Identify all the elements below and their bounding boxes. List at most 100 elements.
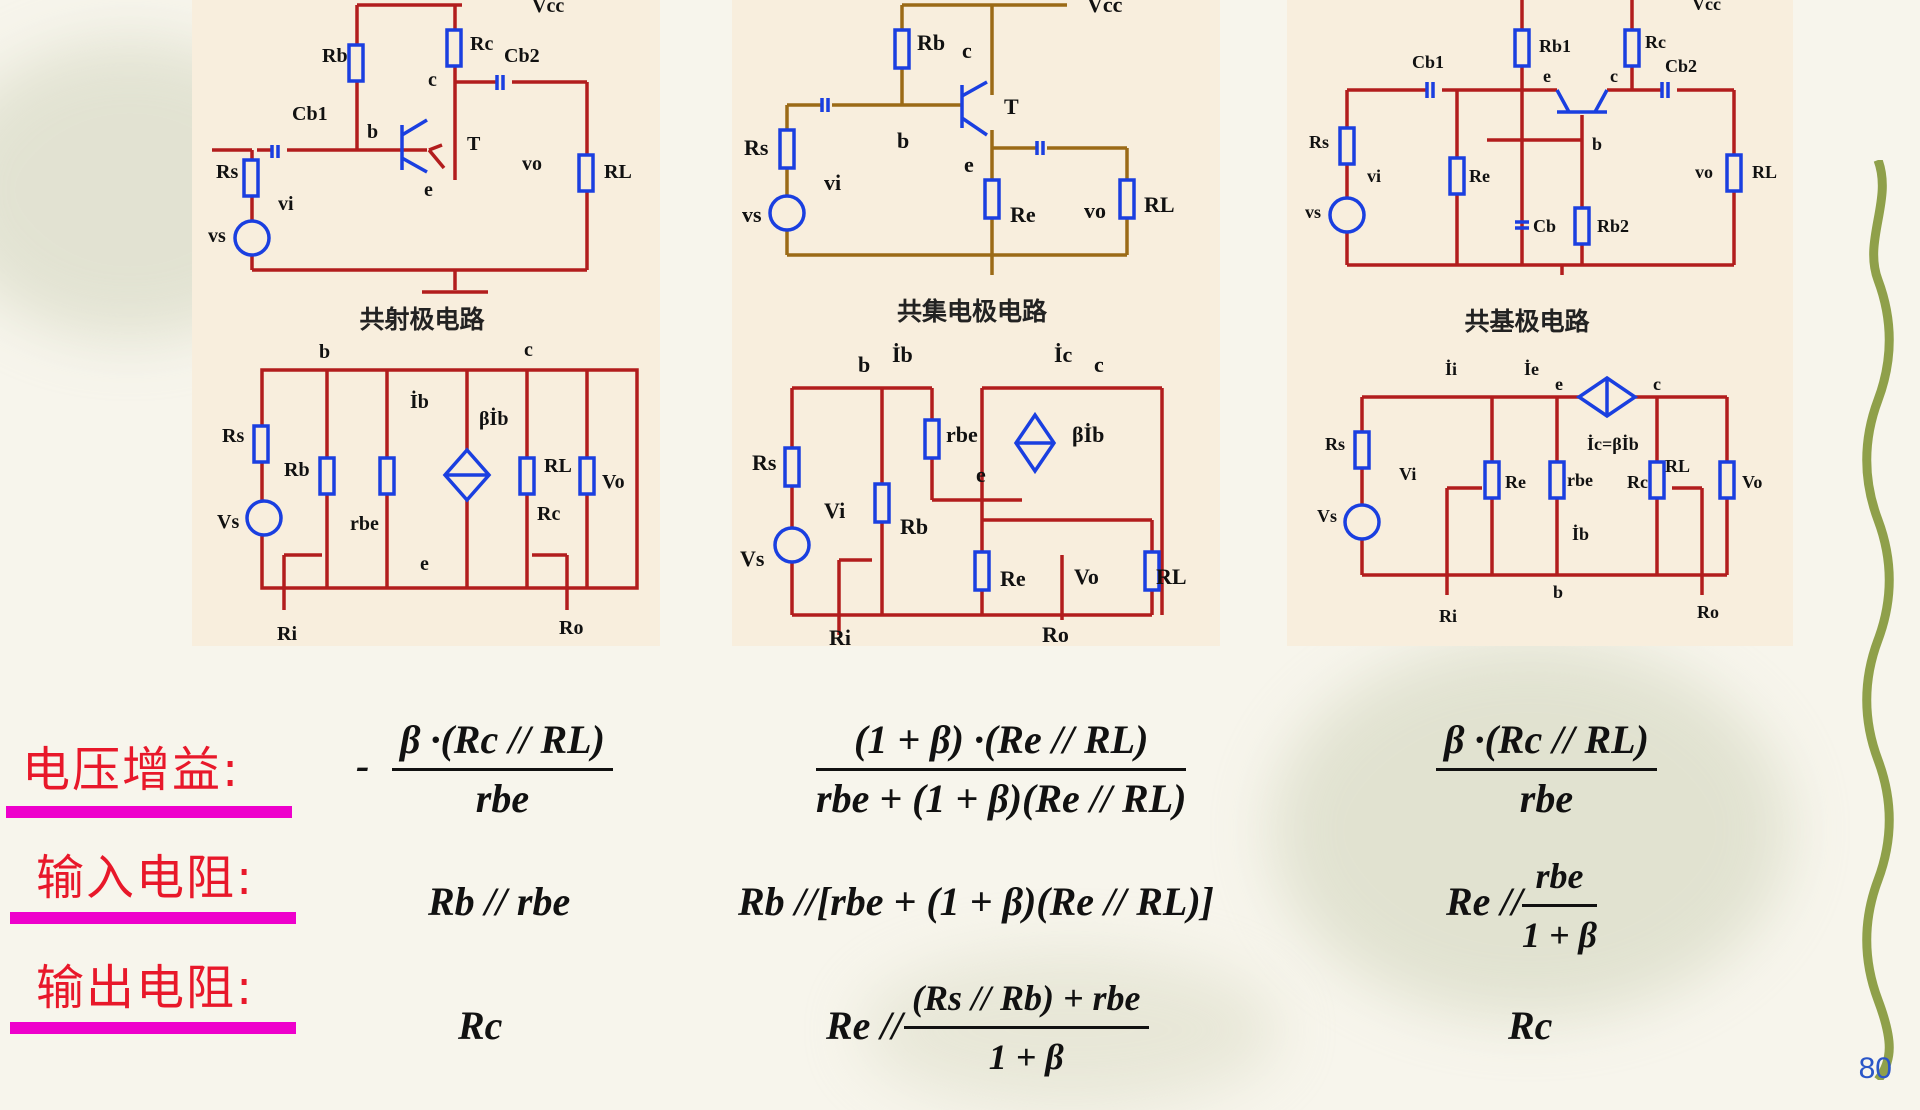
- svg-text:Ro: Ro: [1042, 622, 1069, 646]
- cb-circuit-diagram: Rb1 Rc Cb2 Cb1 e c Rs vi Re b vo RL Cb R…: [1305, 0, 1777, 626]
- svg-text:İc: İc: [1054, 342, 1073, 367]
- input-resistance-label: 输入电阻:: [36, 850, 255, 906]
- svg-text:Re: Re: [1010, 202, 1036, 227]
- svg-text:Cb: Cb: [1533, 216, 1556, 236]
- svg-text:Rb2: Rb2: [1597, 216, 1629, 236]
- rout-ce-formula: Rc: [458, 1003, 503, 1048]
- cb-circuit-panel: Rb1 Rc Cb2 Cb1 e c Rs vi Re b vo RL Cb R…: [1287, 0, 1793, 646]
- svg-text:Rb: Rb: [322, 45, 348, 67]
- svg-text:c: c: [1653, 374, 1661, 394]
- svg-text:Ro: Ro: [559, 617, 583, 639]
- cc-circuit-panel: Rb c T Rs b vi e Re vo RL vs Vcc b İb İc…: [732, 0, 1220, 646]
- svg-text:İc=βİb: İc=βİb: [1587, 434, 1639, 454]
- gain-cc-numerator: (1 + β) ·(Re // RL): [816, 712, 1187, 771]
- svg-text:vo: vo: [1084, 198, 1106, 223]
- svg-text:vi: vi: [278, 193, 294, 215]
- svg-text:Rc: Rc: [1645, 32, 1666, 52]
- svg-text:βİb: βİb: [1072, 422, 1104, 447]
- svg-text:b: b: [319, 341, 330, 363]
- svg-text:c: c: [1610, 66, 1618, 86]
- svg-text:Rs: Rs: [216, 161, 238, 183]
- svg-text:Vs: Vs: [217, 511, 239, 533]
- svg-text:Vo: Vo: [1742, 472, 1762, 492]
- svg-text:RL: RL: [1144, 192, 1175, 217]
- svg-text:Rc: Rc: [470, 33, 493, 55]
- svg-text:Vs: Vs: [740, 546, 765, 571]
- svg-text:rbe: rbe: [350, 513, 379, 535]
- svg-text:RL: RL: [604, 161, 632, 183]
- svg-text:RL: RL: [544, 455, 572, 477]
- svg-text:İi: İi: [1445, 359, 1457, 379]
- svg-text:Re: Re: [1505, 472, 1526, 492]
- svg-text:Vo: Vo: [602, 471, 625, 493]
- svg-text:b: b: [897, 128, 909, 153]
- ce-circuit-panel: Rb Rc Cb2 c Cb1 b T Rs vi e vo RL vs Vcc…: [192, 0, 660, 646]
- background-leaf-shape: [1270, 640, 1790, 1020]
- svg-text:Rb: Rb: [917, 30, 945, 55]
- svg-text:Rs: Rs: [752, 450, 777, 475]
- voltage-gain-label: 电压增益:: [22, 742, 241, 798]
- svg-text:vo: vo: [1695, 162, 1713, 182]
- svg-text:vs: vs: [1305, 202, 1321, 222]
- svg-text:RL: RL: [1752, 162, 1777, 182]
- rout-cc-numerator: (Rs // Rb) + rbe: [904, 970, 1149, 1029]
- svg-text:Rc: Rc: [537, 503, 560, 525]
- rout-cc-prefix: Re //: [826, 1003, 903, 1048]
- svg-text:İe: İe: [1524, 359, 1539, 379]
- cb-circuit-caption: 共基极电路: [1464, 307, 1590, 336]
- gain-cb-denominator: rbe: [1519, 776, 1574, 821]
- svg-text:βİb: βİb: [479, 406, 508, 430]
- svg-text:b: b: [1553, 582, 1563, 602]
- gain-cc-denominator: rbe + (1 + β)(Re // RL): [816, 776, 1187, 821]
- svg-text:Rb: Rb: [284, 459, 310, 481]
- svg-text:RL: RL: [1156, 564, 1187, 589]
- svg-text:İb: İb: [1572, 524, 1589, 544]
- ce-circuit-caption: 共射极电路: [359, 305, 485, 334]
- svg-text:rbe: rbe: [1567, 470, 1593, 490]
- svg-text:RL: RL: [1665, 456, 1690, 476]
- rout-cb-formula: Rc: [1508, 1003, 1553, 1048]
- svg-text:Vcc: Vcc: [1087, 0, 1123, 17]
- rout-cc-fraction: (Rs // Rb) + rbe 1 + β: [904, 970, 1149, 1085]
- svg-text:Rb: Rb: [900, 514, 928, 539]
- svg-text:c: c: [962, 38, 972, 63]
- svg-text:Vi: Vi: [824, 498, 845, 523]
- cc-circuit-caption: 共集电极电路: [896, 297, 1047, 326]
- svg-text:Vi: Vi: [1399, 464, 1416, 484]
- svg-text:b: b: [1592, 134, 1602, 154]
- svg-text:Cb1: Cb1: [1412, 52, 1444, 72]
- svg-text:vi: vi: [1367, 166, 1381, 186]
- gain-cb-numerator: β ·(Rc // RL): [1436, 712, 1657, 771]
- svg-text:c: c: [1094, 352, 1104, 377]
- svg-text:e: e: [1555, 374, 1563, 394]
- gain-underline: [6, 806, 292, 818]
- rout-cc-denominator: 1 + β: [988, 1037, 1064, 1077]
- svg-text:Rs: Rs: [1309, 132, 1329, 152]
- rin-cb-numerator: rbe: [1522, 848, 1597, 907]
- rout-underline: [10, 1022, 296, 1034]
- svg-text:Re: Re: [1469, 166, 1490, 186]
- svg-text:Rs: Rs: [1325, 434, 1345, 454]
- svg-text:vo: vo: [522, 153, 542, 175]
- svg-text:Ri: Ri: [277, 623, 297, 645]
- gain-ce-denominator: rbe: [475, 776, 530, 821]
- rin-cb-denominator: 1 + β: [1522, 915, 1597, 955]
- gain-ce-numerator: β ·(Rc // RL): [392, 712, 613, 771]
- svg-text:Rs: Rs: [222, 425, 244, 447]
- svg-text:Cb1: Cb1: [292, 103, 328, 125]
- svg-text:T: T: [1004, 94, 1019, 119]
- svg-text:e: e: [420, 553, 429, 575]
- svg-text:e: e: [424, 179, 433, 201]
- gain-cc-formula: (1 + β) ·(Re // RL) rbe + (1 + β)(Re // …: [816, 712, 1187, 827]
- svg-text:e: e: [1543, 66, 1551, 86]
- svg-text:Rs: Rs: [744, 135, 769, 160]
- svg-text:b: b: [858, 352, 870, 377]
- svg-text:vs: vs: [742, 202, 762, 227]
- svg-text:Vo: Vo: [1074, 564, 1099, 589]
- svg-text:vi: vi: [824, 170, 841, 195]
- gain-ce-sign: -: [356, 743, 370, 788]
- svg-text:Re: Re: [1000, 566, 1026, 591]
- svg-text:İb: İb: [410, 389, 429, 413]
- cc-circuit-diagram: Rb c T Rs b vi e Re vo RL vs Vcc b İb İc…: [740, 0, 1187, 646]
- svg-text:T: T: [467, 133, 481, 155]
